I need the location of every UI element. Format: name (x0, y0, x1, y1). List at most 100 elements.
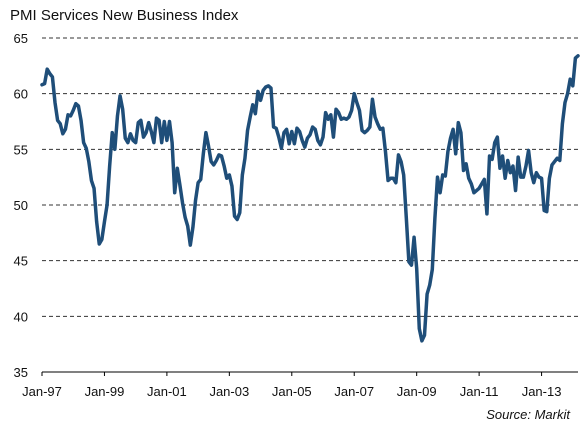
data-point (301, 139, 303, 141)
data-point (155, 117, 157, 119)
data-point (244, 157, 246, 159)
y-axis: 35 40 45 50 55 60 65 (14, 31, 28, 380)
data-point (213, 164, 215, 166)
data-point (343, 117, 345, 119)
data-point (215, 159, 217, 161)
y-tick-label: 65 (14, 31, 28, 46)
data-point (363, 131, 365, 133)
data-point (296, 127, 298, 129)
data-point (158, 119, 160, 121)
data-point (181, 202, 183, 204)
data-point (392, 177, 394, 179)
data-point (431, 268, 433, 270)
data-point (77, 105, 79, 107)
data-point (223, 165, 225, 167)
data-point (207, 145, 209, 147)
data-point (319, 144, 321, 146)
data-point (455, 153, 457, 155)
data-point (507, 159, 509, 161)
data-point (561, 123, 563, 125)
x-tick-label: Jan-99 (85, 384, 125, 399)
data-point (98, 243, 100, 245)
x-axis: Jan-97 Jan-99 Jan-01 Jan-03 Jan-05 Jan-07 Jan-… (22, 371, 578, 399)
data-point (475, 189, 477, 191)
data-point (150, 130, 152, 132)
data-point (330, 114, 332, 116)
data-point (67, 114, 69, 116)
data-point (293, 143, 295, 145)
data-point (470, 183, 472, 185)
data-point (379, 128, 381, 130)
data-point (577, 55, 579, 57)
data-point (322, 136, 324, 138)
data-point (551, 164, 553, 166)
data-point (488, 155, 490, 157)
source-note: Source: Markit (486, 407, 570, 422)
x-tick-label: Jan-01 (147, 384, 187, 399)
data-point (345, 118, 347, 120)
data-point (54, 101, 56, 103)
data-point (444, 175, 446, 177)
data-point (278, 136, 280, 138)
data-point (314, 128, 316, 130)
data-point (442, 174, 444, 176)
data-point (494, 141, 496, 143)
data-point (119, 95, 121, 97)
data-point (501, 155, 503, 157)
data-point (168, 120, 170, 122)
data-point (220, 155, 222, 157)
data-point (226, 177, 228, 179)
data-point (548, 177, 550, 179)
data-point (80, 119, 82, 121)
data-point (272, 126, 274, 128)
data-point (559, 159, 561, 161)
data-point (369, 126, 371, 128)
data-point (189, 244, 191, 246)
data-point (291, 130, 293, 132)
data-point (546, 210, 548, 212)
data-point (457, 121, 459, 123)
data-point (397, 154, 399, 156)
data-point (101, 238, 103, 240)
data-point (93, 187, 95, 189)
data-point (197, 182, 199, 184)
data-point (241, 174, 243, 176)
data-point (270, 87, 272, 89)
data-point (147, 121, 149, 123)
data-point (569, 78, 571, 80)
data-point (41, 84, 43, 86)
data-point (366, 129, 368, 131)
data-point (538, 176, 540, 178)
data-point (478, 187, 480, 189)
data-point (486, 213, 488, 215)
data-point (395, 182, 397, 184)
data-point (306, 137, 308, 139)
data-point (233, 215, 235, 217)
data-point (254, 113, 256, 115)
x-tick-label: Jan-03 (209, 384, 249, 399)
y-tick-label: 50 (14, 198, 28, 213)
data-point (509, 172, 511, 174)
data-point (176, 167, 178, 169)
data-point (574, 57, 576, 59)
x-tick-label: Jan-13 (522, 384, 562, 399)
data-point (132, 139, 134, 141)
data-point (267, 85, 269, 87)
data-point (535, 172, 537, 174)
data-point (436, 176, 438, 178)
data-point (62, 133, 64, 135)
data-point (174, 192, 176, 194)
data-point (522, 176, 524, 178)
data-point (231, 185, 233, 187)
data-point (114, 148, 116, 150)
data-point (90, 179, 92, 181)
data-point (228, 174, 230, 176)
data-point (285, 128, 287, 130)
data-point (137, 121, 139, 123)
x-tick-label: Jan-07 (334, 384, 374, 399)
data-point (361, 129, 363, 131)
y-tick-label: 35 (14, 365, 28, 380)
data-point (371, 98, 373, 100)
data-point (309, 134, 311, 136)
y-tick-label: 45 (14, 254, 28, 269)
